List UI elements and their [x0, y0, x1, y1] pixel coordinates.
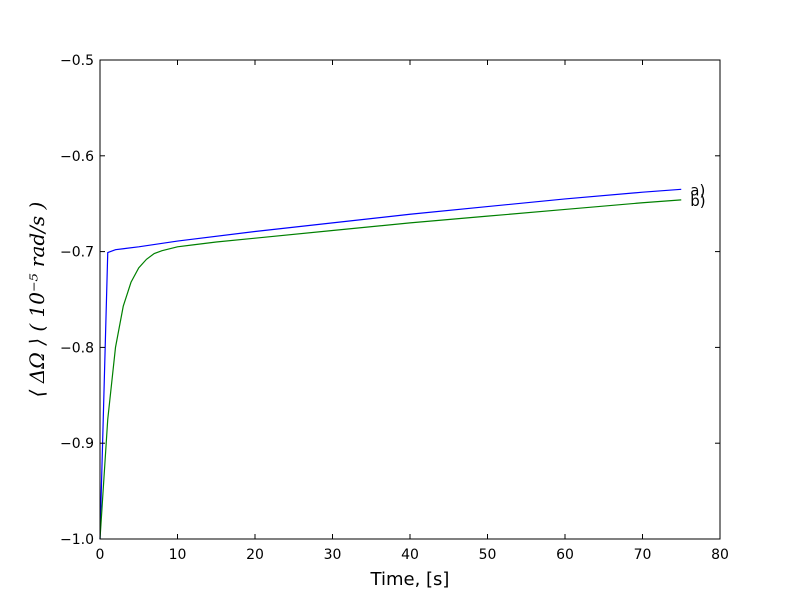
- y-axis-label: ⟨ ΔΩ ⟩ ( 10⁻⁵ rad/s ): [25, 202, 49, 398]
- x-tick-label: 0: [96, 547, 105, 563]
- y-tick-label: −0.9: [60, 436, 94, 452]
- x-tick-label: 50: [479, 547, 497, 563]
- x-tick-label: 40: [401, 547, 419, 563]
- x-axis-label: Time, [s]: [370, 569, 450, 590]
- series-label-1: a): [690, 181, 705, 199]
- y-tick-label: −0.5: [60, 53, 94, 69]
- series-layer: a)b): [99, 181, 706, 540]
- x-tick-label: 70: [634, 547, 652, 563]
- y-tick-label: −0.7: [60, 245, 94, 261]
- axes-frame: [99, 59, 721, 540]
- x-tick-label: 80: [711, 547, 729, 563]
- y-tick-label: −0.6: [60, 149, 94, 165]
- ticks-layer: 0 10 20 30 40 50 60 70 80 −1.0 −0.9 −0.8 −0.7 −0.6 −0.…: [60, 53, 729, 563]
- series-line-2: [99, 199, 682, 540]
- series-line-1: [99, 188, 682, 540]
- x-tick-label: 10: [169, 547, 187, 563]
- series-label-2: b): [690, 192, 705, 210]
- x-tick-label: 30: [324, 547, 342, 563]
- y-tick-label: −1.0: [60, 532, 94, 548]
- y-tick-label: −0.8: [60, 340, 94, 356]
- x-tick-label: 60: [556, 547, 574, 563]
- x-tick-label: 20: [246, 547, 264, 563]
